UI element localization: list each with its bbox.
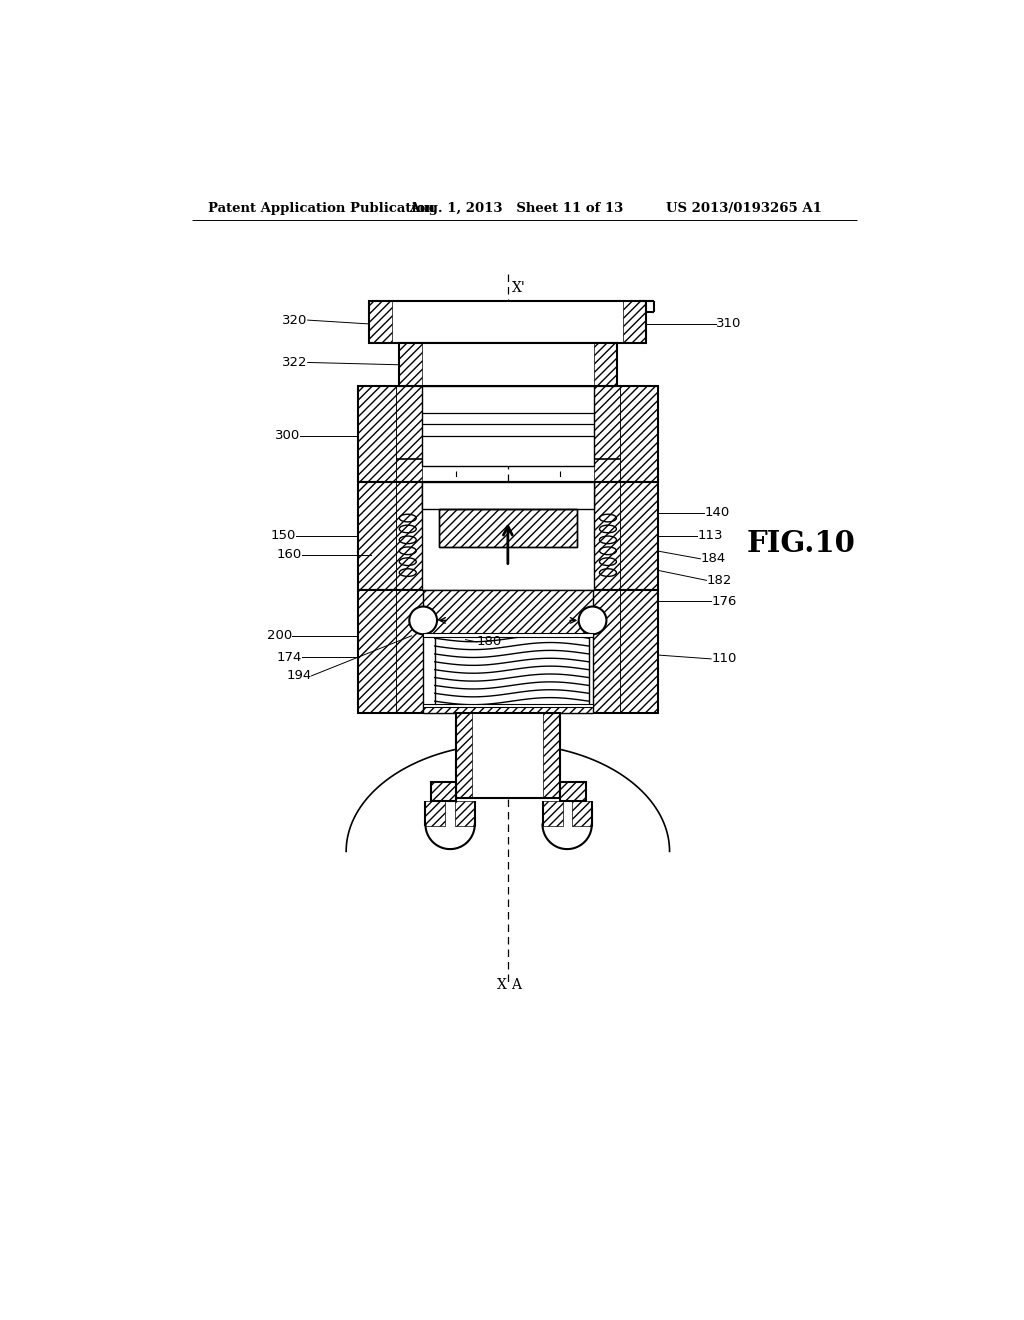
Bar bbox=[396, 385, 422, 482]
Bar bbox=[431, 781, 456, 801]
Text: A': A' bbox=[511, 378, 525, 392]
Bar bbox=[357, 482, 396, 590]
Bar bbox=[560, 781, 587, 801]
Bar bbox=[438, 508, 578, 548]
Bar bbox=[455, 801, 475, 826]
Bar bbox=[423, 706, 593, 713]
Text: 150: 150 bbox=[270, 529, 296, 543]
Bar bbox=[357, 385, 658, 482]
Bar bbox=[357, 385, 396, 482]
Text: 200: 200 bbox=[267, 630, 292, 643]
Text: US 2013/0193265 A1: US 2013/0193265 A1 bbox=[666, 202, 821, 215]
Circle shape bbox=[579, 607, 606, 635]
Bar bbox=[396, 482, 422, 590]
Text: 182: 182 bbox=[707, 574, 732, 587]
Text: 322: 322 bbox=[283, 356, 307, 370]
Bar bbox=[594, 482, 620, 590]
Bar bbox=[398, 343, 617, 385]
Text: X': X' bbox=[512, 281, 525, 296]
Bar bbox=[594, 385, 620, 482]
Bar bbox=[370, 301, 392, 343]
Bar bbox=[422, 385, 594, 466]
Bar bbox=[431, 781, 456, 801]
Bar bbox=[357, 590, 396, 713]
Bar bbox=[544, 713, 560, 797]
Text: 110: 110 bbox=[711, 652, 736, 665]
Text: Aug. 1, 2013   Sheet 11 of 13: Aug. 1, 2013 Sheet 11 of 13 bbox=[410, 202, 624, 215]
Text: 160: 160 bbox=[276, 548, 301, 561]
Text: A: A bbox=[511, 978, 521, 993]
Bar bbox=[370, 301, 646, 343]
Bar bbox=[438, 508, 578, 548]
Bar bbox=[594, 343, 617, 385]
Bar bbox=[357, 590, 658, 713]
Bar bbox=[422, 482, 594, 590]
Bar bbox=[423, 704, 593, 708]
Bar bbox=[456, 713, 560, 797]
Bar bbox=[435, 635, 589, 705]
Text: 194: 194 bbox=[287, 669, 311, 682]
Bar bbox=[593, 590, 620, 713]
Text: 140: 140 bbox=[705, 506, 729, 519]
Bar bbox=[398, 343, 422, 385]
Text: 300: 300 bbox=[274, 429, 300, 442]
Bar bbox=[543, 801, 562, 826]
Bar bbox=[423, 634, 593, 638]
Text: 184: 184 bbox=[700, 552, 726, 565]
Bar bbox=[560, 781, 587, 801]
Bar bbox=[423, 590, 593, 636]
Bar bbox=[425, 801, 445, 826]
Bar bbox=[620, 385, 658, 482]
Bar bbox=[620, 482, 658, 590]
Text: 113: 113 bbox=[697, 529, 723, 543]
Text: 174: 174 bbox=[276, 651, 301, 664]
Text: Patent Application Publication: Patent Application Publication bbox=[208, 202, 434, 215]
Bar bbox=[571, 801, 592, 826]
Text: FIG.10: FIG.10 bbox=[746, 529, 855, 558]
Bar bbox=[396, 590, 423, 713]
Bar bbox=[435, 635, 589, 705]
Text: 320: 320 bbox=[283, 314, 307, 326]
Bar bbox=[456, 713, 472, 797]
Bar bbox=[624, 301, 646, 343]
Text: 180: 180 bbox=[477, 635, 503, 648]
Bar bbox=[620, 590, 658, 713]
Circle shape bbox=[410, 607, 437, 635]
Text: X: X bbox=[497, 978, 507, 993]
Text: 176: 176 bbox=[711, 594, 736, 607]
Bar bbox=[423, 590, 593, 713]
Bar bbox=[357, 482, 658, 590]
Text: 310: 310 bbox=[716, 317, 741, 330]
Bar bbox=[422, 482, 594, 508]
